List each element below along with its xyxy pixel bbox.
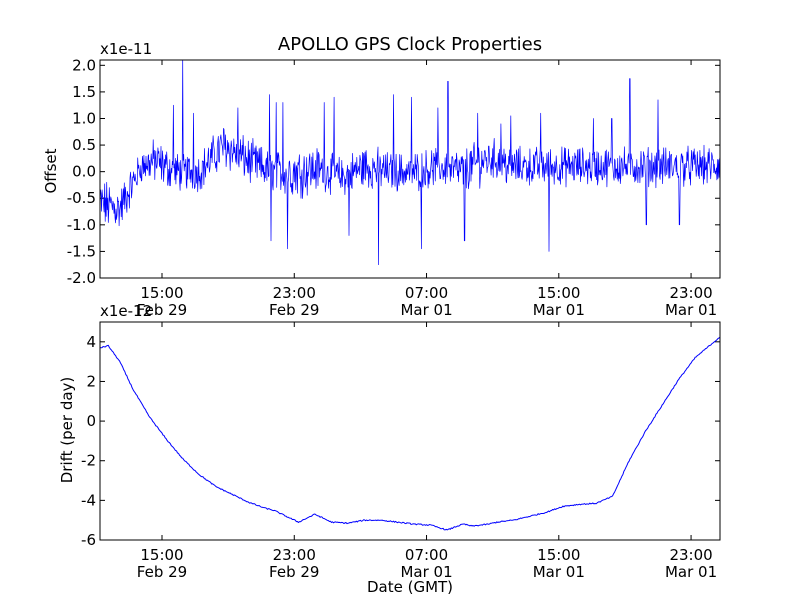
drift-series-line [100,336,720,531]
x-tick-date-label: Mar 01 [400,563,452,581]
chart-title: APOLLO GPS Clock Properties [278,34,542,55]
y-tick-label: -4 [81,491,96,509]
offset-y-axis-label: Offset [42,148,60,193]
x-tick-time-label: 23:00 [669,546,712,564]
x-tick-time-label: 15:00 [140,284,183,302]
y-tick-label: -2.0 [67,269,96,287]
x-tick-date-label: Feb 29 [137,563,187,581]
offset-axes-frame [99,59,721,279]
y-tick-label: 0.0 [72,163,96,181]
x-tick-time-label: 15:00 [537,546,580,564]
x-tick-date-label: Mar 01 [400,301,452,319]
drift-panel: x1e-12 Drift (per day) 420-2-4-6 15:00Fe… [58,302,721,596]
y-tick-label: -6 [81,531,96,549]
offset-scale-label: x1e-11 [100,40,152,58]
y-tick-label: 2 [86,372,96,390]
x-tick-time-label: 15:00 [140,546,183,564]
drift-scale-label: x1e-12 [100,302,152,320]
x-tick-time-label: 23:00 [669,284,712,302]
y-tick-label: 4 [86,333,96,351]
drift-axes-frame [99,321,721,541]
x-tick-time-label: 23:00 [273,284,316,302]
y-tick-label: 2.0 [72,56,96,74]
y-tick-label: 1.5 [72,83,96,101]
y-tick-label: -2 [81,452,96,470]
x-tick-date-label: Feb 29 [269,301,319,319]
offset-panel: x1e-11 Offset 2.0 1.5 1.0 0.5 0.0 -0.5 -1.0 -1.… [42,40,721,319]
y-tick-label: 0 [86,412,96,430]
x-tick-date-label: Feb 29 [269,563,319,581]
offset-series-line [100,60,720,266]
x-tick-date-label: Feb 29 [137,301,187,319]
y-tick-label: 1.0 [72,109,96,127]
x-tick-time-label: 07:00 [405,284,448,302]
x-tick-time-label: 15:00 [537,284,580,302]
y-tick-label: -1.5 [67,242,96,260]
x-tick-date-label: Mar 01 [533,563,585,581]
y-tick-label: -0.5 [67,189,96,207]
x-tick-date-label: Mar 01 [665,301,717,319]
x-tick-time-label: 23:00 [273,546,316,564]
y-tick-label: 0.5 [72,136,96,154]
drift-y-axis-label: Drift (per day) [58,377,76,484]
x-axis-label: Date (GMT) [367,578,453,596]
x-tick-time-label: 07:00 [405,546,448,564]
y-tick-label: -1.0 [67,216,96,234]
x-tick-date-label: Mar 01 [665,563,717,581]
x-tick-date-label: Mar 01 [533,301,585,319]
